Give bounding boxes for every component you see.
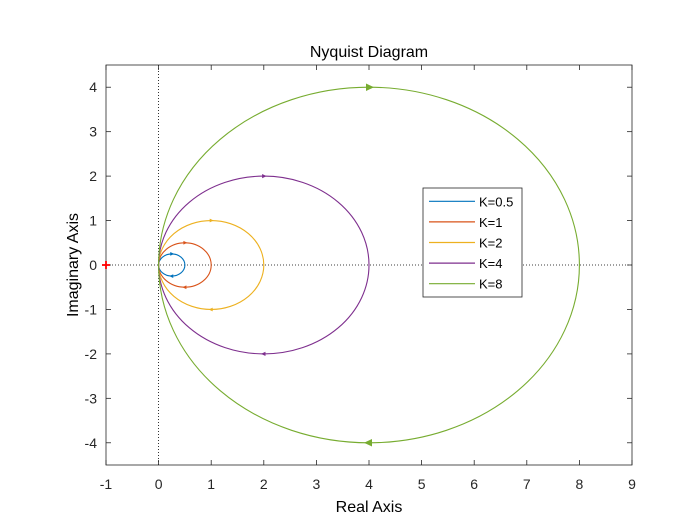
direction-arrow-top: [262, 174, 267, 179]
direction-arrow-bottom: [169, 274, 174, 278]
zero-lines: [106, 65, 632, 465]
x-tick-label: 5: [418, 476, 426, 492]
x-axis-title: Real Axis: [336, 499, 403, 516]
legend-label: K=0.5: [479, 194, 513, 209]
y-tick-label: 2: [89, 168, 97, 184]
y-tick-label: 4: [89, 79, 97, 95]
y-tick-label: -1: [85, 301, 98, 317]
y-tick-label: -3: [85, 390, 98, 406]
series-group: [158, 83, 580, 447]
y-tick-label: -2: [85, 346, 98, 362]
direction-arrow-bottom: [182, 285, 187, 290]
x-tick-label: 8: [576, 476, 584, 492]
legend-item: K=4: [429, 256, 503, 271]
x-tick-label: 3: [313, 476, 321, 492]
legend-item: K=2: [429, 236, 503, 251]
legend-item: K=0.5: [429, 194, 513, 209]
x-tick-label: 6: [470, 476, 478, 492]
legend-item: K=1: [429, 215, 503, 230]
direction-arrow-bottom: [208, 307, 213, 312]
legend-label: K=2: [479, 236, 503, 251]
direction-arrow-top: [366, 83, 374, 91]
x-tick-label: 1: [207, 476, 215, 492]
y-axis-title: Imaginary Axis: [65, 213, 82, 317]
direction-arrow-top: [170, 252, 175, 256]
direction-arrow-bottom: [261, 351, 266, 356]
legend-item: K=8: [429, 277, 503, 292]
y-tick-label: 1: [89, 213, 97, 229]
direction-arrow-top: [209, 218, 214, 223]
legend-label: K=4: [479, 256, 503, 271]
x-tick-label: -1: [100, 476, 113, 492]
x-tick-label: 2: [260, 476, 268, 492]
y-tick-label: 0: [89, 257, 97, 273]
x-tick-label: 9: [628, 476, 636, 492]
y-tick-labels: 4 3 2 1 0 -1 -2 -3 -4: [85, 79, 98, 451]
legend: K=0.5 K=1 K=2 K=4 K=8: [422, 187, 523, 298]
x-tick-label: 0: [155, 476, 163, 492]
y-tick-label: -4: [85, 435, 98, 451]
legend-label: K=1: [479, 215, 503, 230]
series-K=8: [158, 83, 580, 447]
critical-point-group: [102, 261, 110, 269]
x-tick-labels: -1 0 1 2 3 4 5 6 7 8 9: [100, 476, 636, 492]
legend-label: K=8: [479, 277, 503, 292]
x-tick-label: 4: [365, 476, 373, 492]
direction-arrow-top: [183, 240, 188, 245]
chart-title: Nyquist Diagram: [310, 44, 428, 61]
axis-ticks: [105, 65, 633, 465]
x-tick-label: 7: [523, 476, 531, 492]
direction-arrow-bottom: [364, 439, 372, 447]
y-tick-label: 3: [89, 124, 97, 140]
